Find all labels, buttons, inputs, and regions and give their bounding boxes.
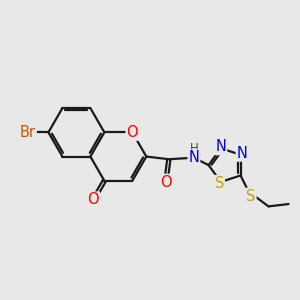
Text: N: N [215, 139, 226, 154]
Text: N: N [188, 150, 199, 165]
Text: Br: Br [20, 125, 36, 140]
Text: S: S [246, 189, 256, 204]
Text: H: H [190, 142, 198, 155]
Text: S: S [214, 176, 224, 191]
Text: O: O [160, 175, 172, 190]
Text: O: O [127, 125, 138, 140]
Text: O: O [88, 192, 99, 207]
Text: N: N [237, 146, 248, 161]
